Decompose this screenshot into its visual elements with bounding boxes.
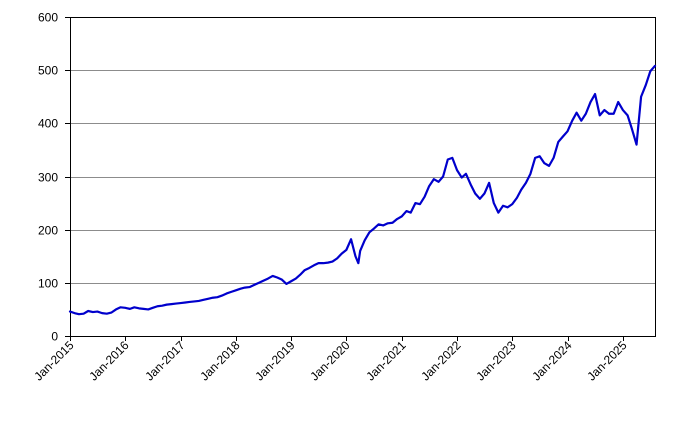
x-tick-label-jan-2019: Jan-2019 (252, 338, 298, 384)
x-tick-label-jan-2021: Jan-2021 (363, 338, 409, 384)
series-line-0 (68, 64, 657, 316)
axes (65, 17, 656, 341)
y-tick-label-300: 300 (38, 171, 58, 185)
y-tick-label-0: 0 (51, 330, 58, 344)
x-tick-label-jan-2018: Jan-2018 (197, 338, 243, 384)
gridlines (70, 70, 655, 284)
series-layer (68, 64, 657, 316)
y-tick-label-600: 600 (38, 11, 58, 25)
y-tick-label-500: 500 (38, 64, 58, 78)
x-tick-label-jan-2020: Jan-2020 (307, 338, 353, 384)
y-tick-label-100: 100 (38, 277, 58, 291)
x-tick-label-jan-2016: Jan-2016 (86, 338, 132, 384)
x-tick-label-jan-2024: Jan-2024 (529, 338, 575, 384)
y-tick-label-200: 200 (38, 224, 58, 238)
y-tick-label-400: 400 (38, 117, 58, 131)
x-tick-label-jan-2015: Jan-2015 (31, 338, 77, 384)
x-tick-label-jan-2025: Jan-2025 (584, 338, 630, 384)
plot-area-border (70, 17, 656, 337)
x-tick-label-jan-2017: Jan-2017 (142, 338, 188, 384)
x-tick-label-jan-2023: Jan-2023 (473, 338, 519, 384)
x-tick-label-jan-2022: Jan-2022 (418, 338, 464, 384)
